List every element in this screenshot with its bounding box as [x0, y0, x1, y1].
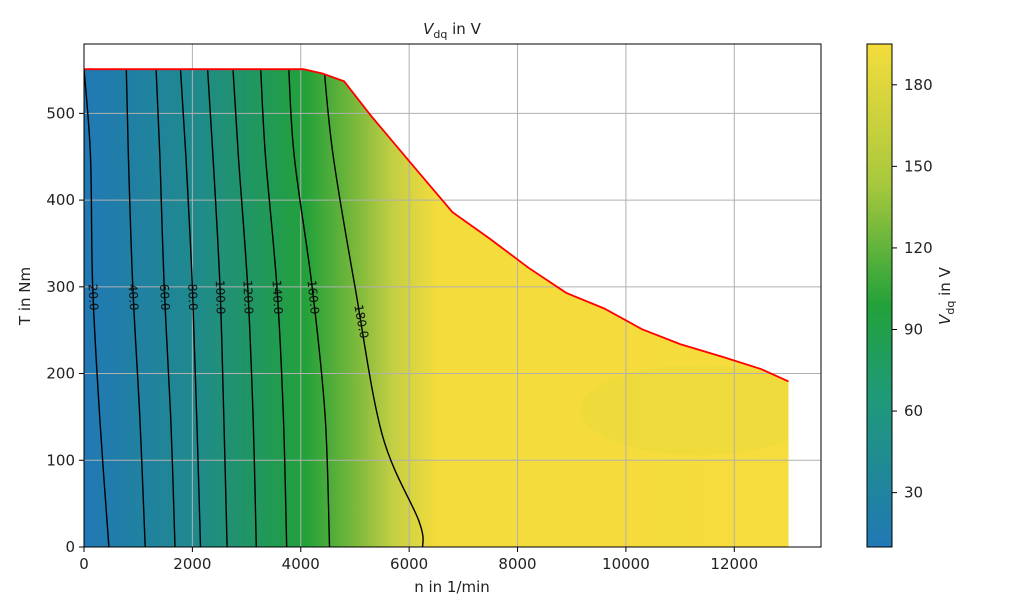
contour-line — [179, 69, 202, 547]
x-tick-label: 8000 — [498, 555, 536, 573]
colorbar-label-subscript: dq — [944, 301, 957, 315]
colorbar-ticks: 30 60 90 120 150 180 — [892, 76, 933, 502]
y-tick-label: 200 — [46, 365, 75, 383]
x-tick-label: 0 — [79, 555, 89, 573]
contour-label: 120.0 — [240, 280, 255, 315]
contour-lines: 20.0 40.0 60.0 80.0 100.0 120.0 140.0 160.0 180.… — [84, 69, 424, 547]
y-axis-ticks: 0 100 200 300 400 500 — [46, 104, 84, 556]
x-tick-label: 6000 — [390, 555, 428, 573]
contour-label: 20.0 — [85, 284, 100, 311]
colorbar-tick-label: 90 — [904, 320, 923, 338]
contour-label: 60.0 — [157, 284, 172, 311]
y-tick-label: 400 — [46, 191, 75, 209]
contour-line — [125, 69, 146, 547]
title-suffix: in V — [447, 20, 481, 38]
contour-line — [288, 69, 331, 547]
colorbar-label: Vdq in V — [936, 266, 957, 324]
y-tick-label: 300 — [46, 278, 75, 296]
colorbar-label-main: V — [936, 313, 954, 325]
field-local-minimum — [580, 365, 789, 455]
y-tick-label: 100 — [46, 451, 75, 469]
contour-line — [206, 69, 228, 547]
contour-line — [260, 69, 288, 547]
x-tick-label: 10000 — [602, 555, 650, 573]
colorbar-tick-label: 60 — [904, 402, 923, 420]
plot-frame — [83, 43, 822, 548]
colorbar — [866, 43, 893, 548]
x-axis-label: n in 1/min — [414, 578, 490, 596]
contour-label: 140.0 — [270, 280, 286, 315]
contour-label: 100.0 — [213, 280, 228, 315]
contour-line — [232, 69, 257, 547]
x-tick-label: 12000 — [710, 555, 758, 573]
contour-label: 160.0 — [304, 279, 321, 315]
contour-line — [155, 69, 176, 547]
colorbar-label-suffix: in V — [936, 266, 954, 300]
title-subscript: dq — [433, 28, 447, 41]
chart-title: Vdq in V — [423, 20, 481, 41]
colorbar-tick-label: 120 — [904, 239, 933, 257]
y-axis-label: T in Nm — [16, 267, 34, 326]
operating-limit-boundary — [84, 68, 789, 383]
contour-label: 40.0 — [126, 284, 141, 311]
x-tick-label: 2000 — [173, 555, 211, 573]
y-tick-label: 500 — [46, 104, 75, 122]
y-tick-label: 0 — [65, 538, 75, 556]
colorbar-tick-label: 30 — [904, 484, 923, 502]
x-axis-ticks: 0 2000 4000 6000 8000 10000 12000 — [79, 547, 758, 573]
contour-line — [84, 69, 110, 547]
colorbar-tick-label: 150 — [904, 157, 933, 175]
contour-label: 80.0 — [185, 284, 200, 311]
colorbar-tick-label: 180 — [904, 76, 933, 94]
title-main: V — [423, 20, 435, 38]
contour-line — [323, 69, 424, 547]
x-tick-label: 4000 — [282, 555, 320, 573]
contour-label: 180.0 — [351, 303, 371, 339]
